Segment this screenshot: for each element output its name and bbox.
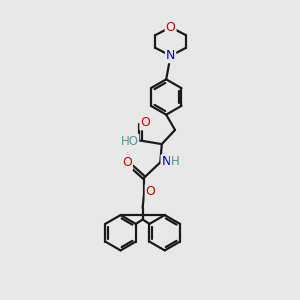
Text: N: N xyxy=(161,155,171,168)
Text: O: O xyxy=(140,116,150,129)
Text: O: O xyxy=(146,185,155,198)
Text: H: H xyxy=(171,155,179,168)
Text: HO: HO xyxy=(120,135,138,148)
Text: O: O xyxy=(122,157,132,169)
Text: O: O xyxy=(166,21,176,34)
Text: N: N xyxy=(166,49,175,62)
